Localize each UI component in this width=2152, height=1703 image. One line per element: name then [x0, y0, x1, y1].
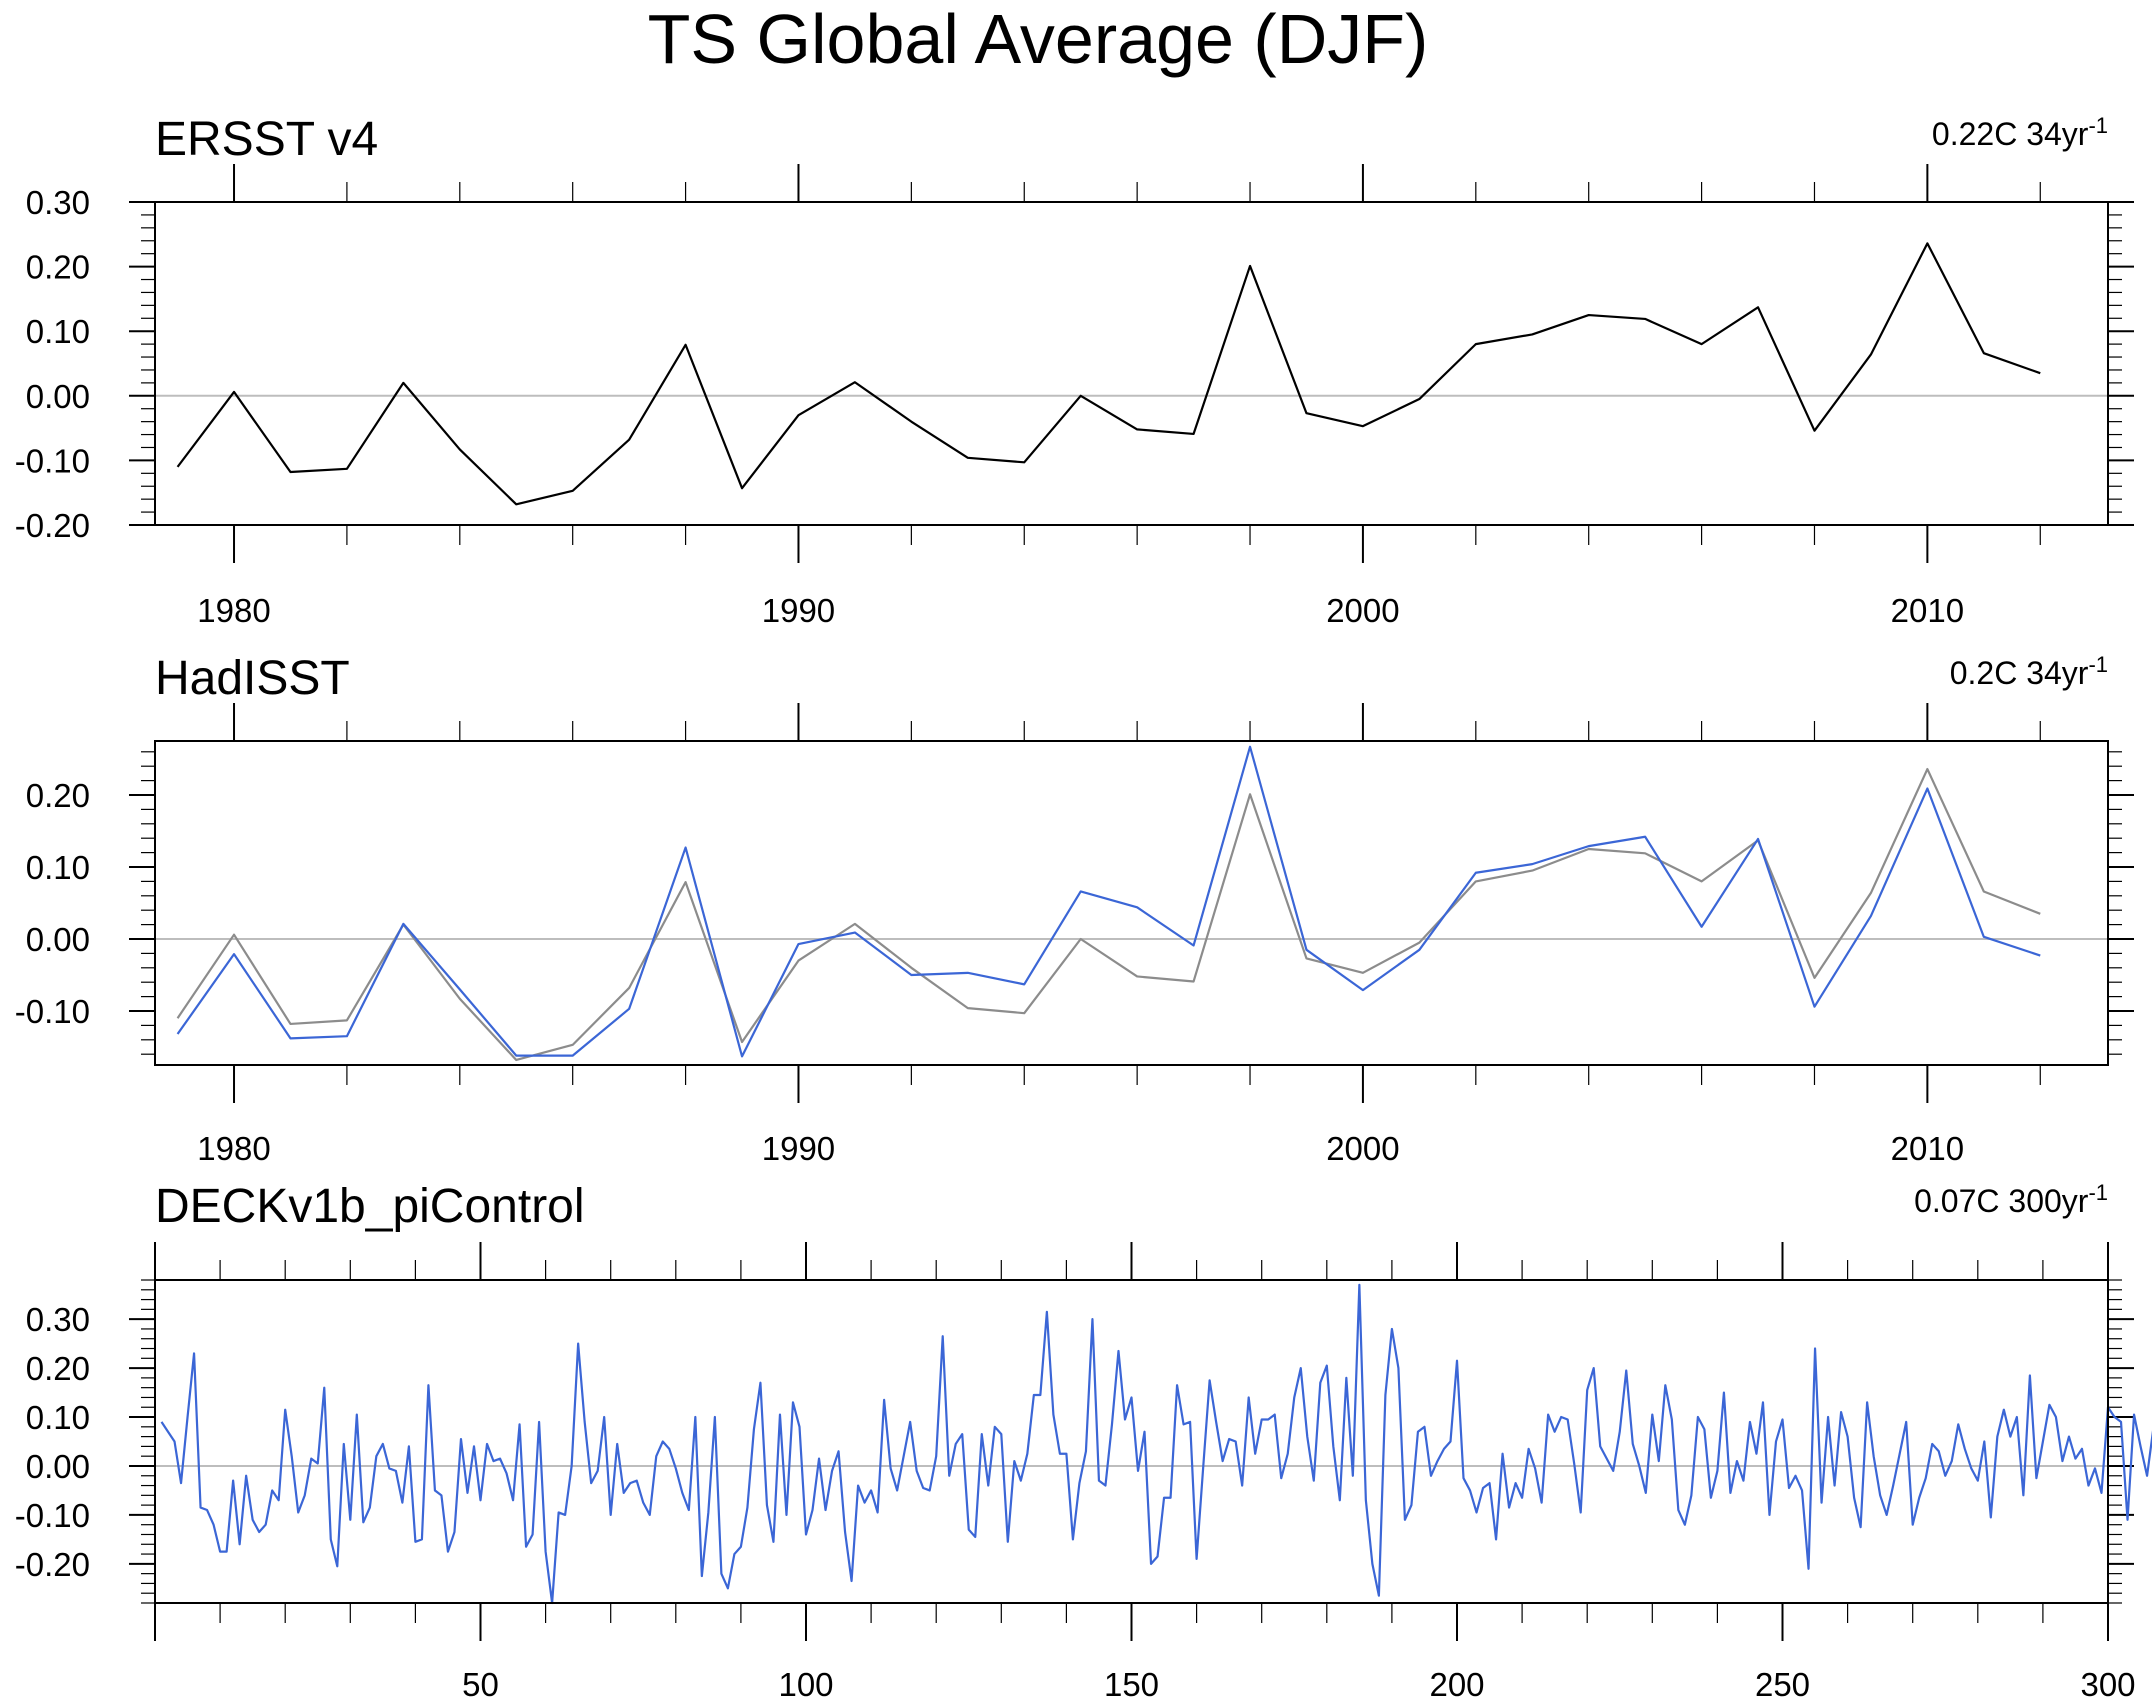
x-tick-label: 100: [778, 1666, 833, 1703]
chart-title: HadISST: [155, 652, 350, 705]
trend-exponent: -1: [2088, 1180, 2108, 1205]
y-tick-label: 0.20: [26, 249, 90, 286]
x-tick-label: 1980: [197, 1130, 270, 1167]
figure-title: TS Global Average (DJF): [648, 0, 1429, 78]
x-tick-label: 250: [1755, 1666, 1810, 1703]
y-tick-label: -0.10: [15, 1497, 90, 1534]
plot-frame: [154, 740, 2109, 1066]
x-tick-label: 300: [2080, 1666, 2135, 1703]
x-tick-label: 2010: [1891, 592, 1964, 629]
chart-panel-1: ERSST v4 0.22C 34yr-1 -0.20 -0.10 0.00 0.10 0.…: [15, 113, 2134, 629]
x-tick-label: 1980: [197, 592, 270, 629]
plot-frame: [154, 1279, 2109, 1604]
x-tick-label: 50: [462, 1666, 499, 1703]
y-tick-label: 0.10: [26, 313, 90, 350]
y-tick-label: 0.20: [26, 777, 90, 814]
panels: ERSST v4 0.22C 34yr-1-0.20-0.100.000.100.…: [15, 113, 2152, 1703]
x-tick-label: 2010: [1891, 1130, 1964, 1167]
y-tick-label: 0.00: [26, 378, 90, 415]
x-tick-label: 2000: [1326, 592, 1399, 629]
x-tick-label: 1990: [762, 592, 835, 629]
chart-panel-2: HadISST 0.2C 34yr-1 -0.10 0.00 0.10 0.20 1980 1…: [15, 652, 2134, 1167]
trend-value: 0.07C 300yr: [1914, 1183, 2089, 1219]
trend-label: 0.2C 34yr-1: [1950, 652, 2108, 691]
trend-exponent: -1: [2088, 652, 2108, 677]
plot-frame: [154, 201, 2109, 526]
x-tick-label: 150: [1104, 1666, 1159, 1703]
trend-label: 0.07C 300yr-1: [1914, 1180, 2108, 1219]
trend-value: 0.22C 34yr: [1932, 116, 2089, 152]
series-line-1: [176, 242, 2041, 506]
trend-exponent: -1: [2088, 113, 2108, 138]
x-tick-label: 1990: [762, 1130, 835, 1167]
y-tick-label: 0.00: [26, 1448, 90, 1485]
y-tick-label: -0.10: [15, 993, 90, 1030]
chart-panel-3: DECKv1b_piControl 0.07C 300yr-1 -0.20 -0.10…: [15, 1180, 2152, 1703]
x-tick-label: 200: [1429, 1666, 1484, 1703]
y-tick-label: -0.10: [15, 442, 90, 479]
trend-value: 0.2C 34yr: [1950, 655, 2089, 691]
trend-label: 0.22C 34yr-1: [1932, 113, 2108, 152]
y-tick-label: 0.30: [26, 1301, 90, 1338]
y-tick-label: 0.10: [26, 849, 90, 886]
chart-title: ERSST v4: [155, 113, 378, 166]
series-line-1: [160, 1283, 2152, 1605]
series-line-1: [176, 767, 2041, 1062]
y-tick-label: 0.10: [26, 1399, 90, 1436]
y-tick-label: 0.00: [26, 921, 90, 958]
series-line-2: [176, 745, 2041, 1058]
chart-title: DECKv1b_piControl: [155, 1180, 585, 1233]
y-tick-label: 0.20: [26, 1350, 90, 1387]
y-tick-label: -0.20: [15, 507, 90, 544]
y-tick-label: -0.20: [15, 1546, 90, 1583]
y-tick-label: 0.30: [26, 184, 90, 221]
x-tick-label: 2000: [1326, 1130, 1399, 1167]
